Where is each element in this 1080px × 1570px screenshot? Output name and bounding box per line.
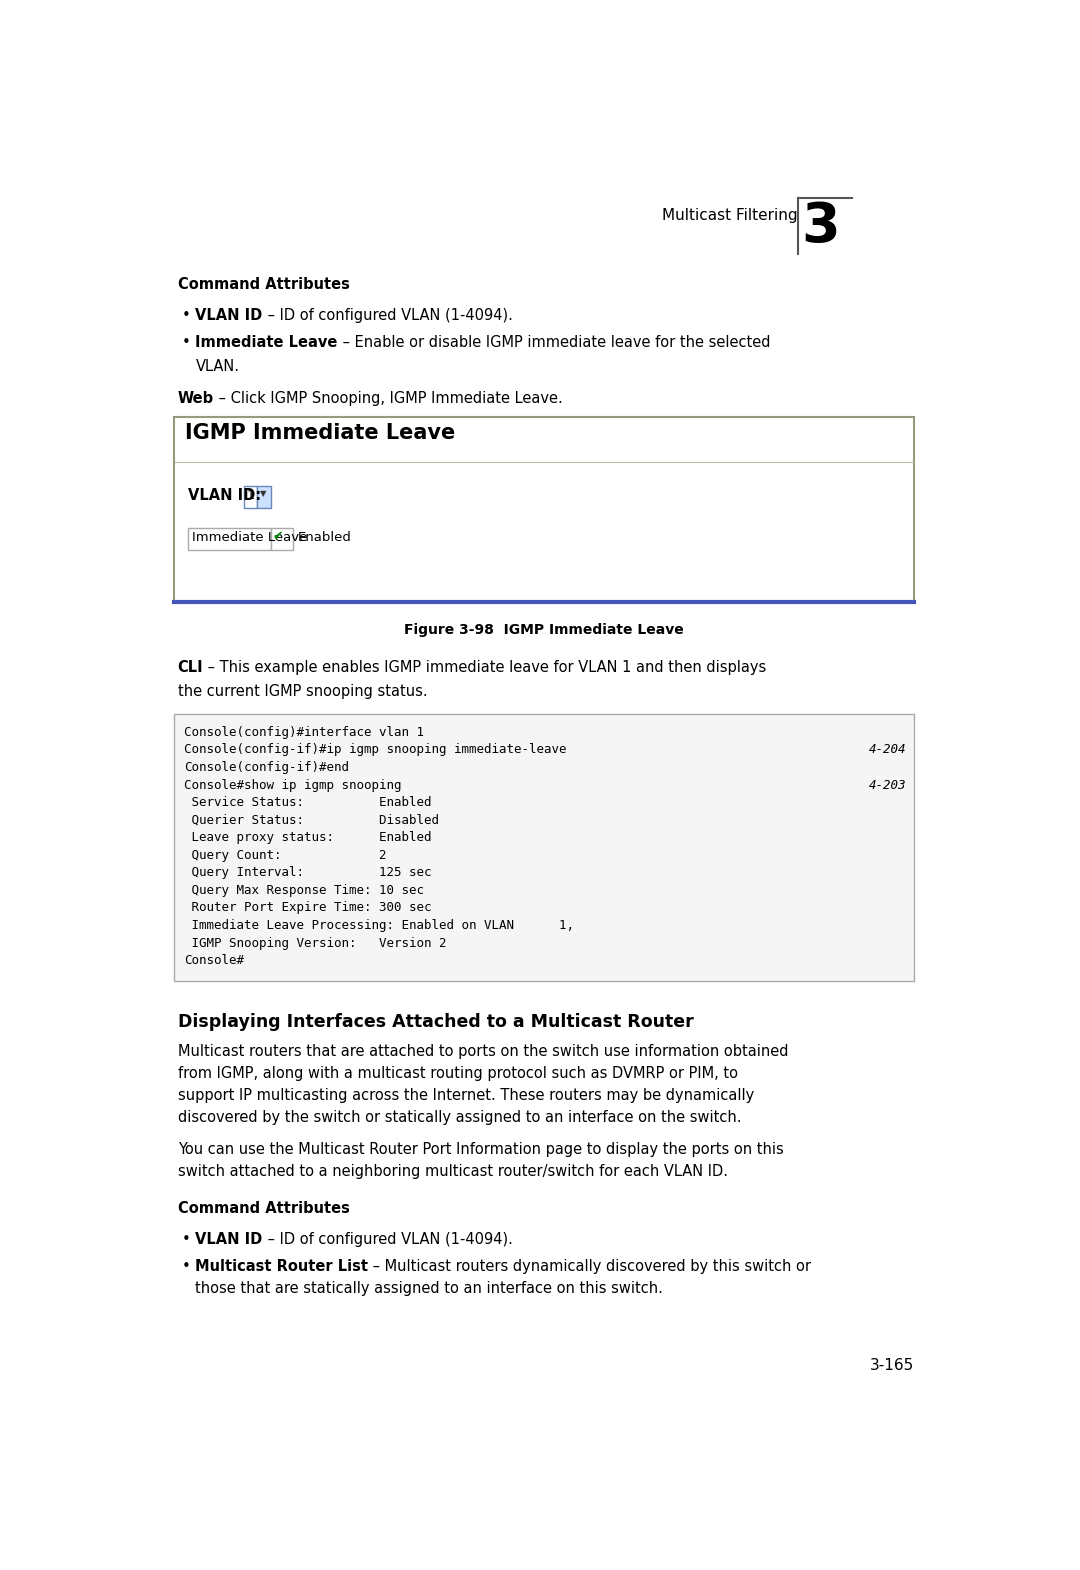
Text: 1: 1	[246, 488, 255, 502]
Bar	[174, 418, 914, 601]
Text: from IGMP, along with a multicast routing protocol such as DVMRP or PIM, to: from IGMP, along with a multicast routin…	[177, 1066, 738, 1082]
Text: ✔: ✔	[273, 531, 283, 543]
Text: IGMP Immediate Leave: IGMP Immediate Leave	[186, 424, 456, 443]
Text: Command Attributes: Command Attributes	[177, 1201, 350, 1217]
Bar	[174, 714, 914, 981]
Text: ▼: ▼	[260, 488, 267, 498]
Text: Multicast routers that are attached to ports on the switch use information obtai: Multicast routers that are attached to p…	[177, 1044, 788, 1060]
Text: discovered by the switch or statically assigned to an interface on the switch.: discovered by the switch or statically a…	[177, 1110, 741, 1124]
Text: – Enable or disable IGMP immediate leave for the selected: – Enable or disable IGMP immediate leave…	[338, 336, 770, 350]
Text: – Click IGMP Snooping, IGMP Immediate Leave.: – Click IGMP Snooping, IGMP Immediate Le…	[214, 391, 563, 407]
Text: – ID of configured VLAN (1-4094).: – ID of configured VLAN (1-4094).	[262, 308, 513, 323]
Text: Command Attributes: Command Attributes	[177, 276, 350, 292]
Text: Figure 3-98  IGMP Immediate Leave: Figure 3-98 IGMP Immediate Leave	[404, 623, 684, 637]
Text: Immediate Leave Processing: Enabled on VLAN      1,: Immediate Leave Processing: Enabled on V…	[184, 918, 573, 933]
Text: IGMP Snooping Version:   Version 2: IGMP Snooping Version: Version 2	[184, 937, 446, 950]
Text: VLAN ID: VLAN ID	[195, 1232, 262, 1247]
Text: 4-203: 4-203	[868, 779, 906, 791]
Text: those that are statically assigned to an interface on this switch.: those that are statically assigned to an…	[195, 1281, 663, 1297]
Text: VLAN ID: VLAN ID	[195, 308, 262, 323]
Text: Query Count:             2: Query Count: 2	[184, 849, 387, 862]
Bar	[188, 528, 271, 549]
Text: Web: Web	[177, 391, 214, 407]
Text: Displaying Interfaces Attached to a Multicast Router: Displaying Interfaces Attached to a Mult…	[177, 1013, 693, 1031]
Bar	[243, 487, 257, 509]
Text: 3: 3	[801, 199, 840, 254]
Bar	[271, 528, 293, 549]
Text: •: •	[181, 308, 190, 323]
Text: Router Port Expire Time: 300 sec: Router Port Expire Time: 300 sec	[184, 901, 431, 914]
Text: – This example enables IGMP immediate leave for VLAN 1 and then displays: – This example enables IGMP immediate le…	[203, 661, 767, 675]
Text: VLAN ID:: VLAN ID:	[188, 488, 261, 502]
Text: Immediate Leave: Immediate Leave	[191, 531, 307, 545]
Text: – ID of configured VLAN (1-4094).: – ID of configured VLAN (1-4094).	[262, 1232, 513, 1247]
Text: – Multicast routers dynamically discovered by this switch or: – Multicast routers dynamically discover…	[368, 1259, 811, 1273]
Text: Service Status:          Enabled: Service Status: Enabled	[184, 796, 431, 809]
Text: 4-204: 4-204	[868, 744, 906, 757]
Text: 3-165: 3-165	[869, 1358, 914, 1372]
Text: Console(config-if)#end: Console(config-if)#end	[184, 761, 349, 774]
Text: You can use the Multicast Router Port Information page to display the ports on t: You can use the Multicast Router Port In…	[177, 1141, 783, 1157]
Bar	[257, 487, 271, 509]
Text: VLAN.: VLAN.	[195, 358, 240, 374]
Text: •: •	[181, 336, 190, 350]
Text: the current IGMP snooping status.: the current IGMP snooping status.	[177, 683, 428, 699]
Text: support IP multicasting across the Internet. These routers may be dynamically: support IP multicasting across the Inter…	[177, 1088, 754, 1102]
Text: Immediate Leave: Immediate Leave	[195, 336, 338, 350]
Text: CLI: CLI	[177, 661, 203, 675]
Text: Querier Status:          Disabled: Querier Status: Disabled	[184, 813, 438, 827]
Text: Console(config)#interface vlan 1: Console(config)#interface vlan 1	[184, 725, 423, 739]
Text: Leave proxy status:      Enabled: Leave proxy status: Enabled	[184, 831, 431, 845]
Text: Enabled: Enabled	[298, 531, 352, 545]
Text: Query Interval:          125 sec: Query Interval: 125 sec	[184, 867, 431, 879]
Text: Console(config-if)#ip igmp snooping immediate-leave: Console(config-if)#ip igmp snooping imme…	[184, 744, 566, 757]
Text: Query Max Response Time: 10 sec: Query Max Response Time: 10 sec	[184, 884, 423, 896]
Text: switch attached to a neighboring multicast router/switch for each VLAN ID.: switch attached to a neighboring multica…	[177, 1163, 728, 1179]
Text: •: •	[181, 1259, 190, 1273]
Text: •: •	[181, 1232, 190, 1247]
Text: Console#show ip igmp snooping: Console#show ip igmp snooping	[184, 779, 402, 791]
Text: Console#: Console#	[184, 955, 244, 967]
Text: Multicast Router List: Multicast Router List	[195, 1259, 368, 1273]
Text: Multicast Filtering: Multicast Filtering	[662, 207, 798, 223]
